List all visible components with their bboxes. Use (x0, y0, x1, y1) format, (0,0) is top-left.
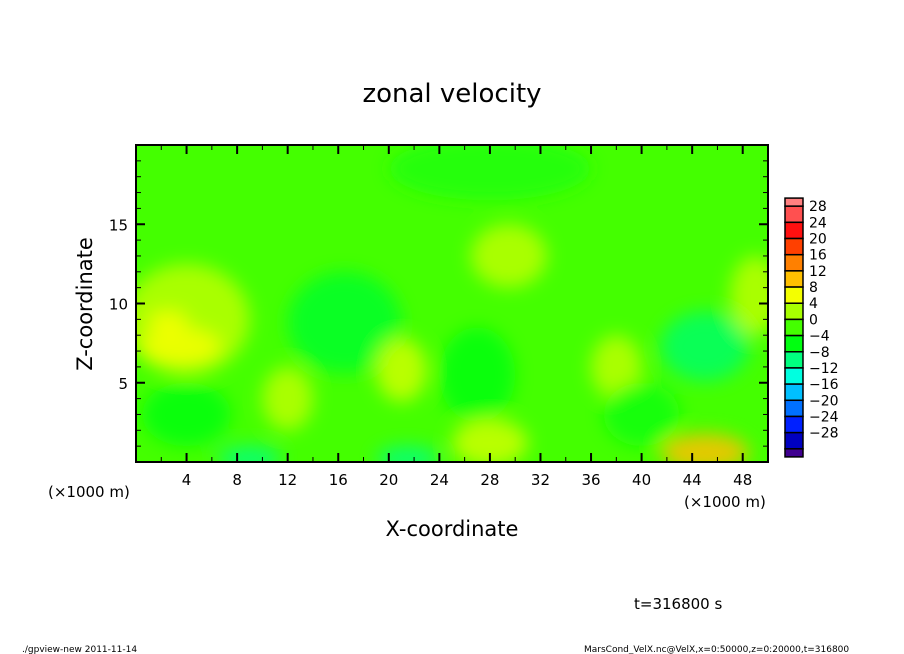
colorbar-label: 16 (809, 248, 827, 264)
colorbar-band (784, 431, 804, 450)
field-feature (388, 145, 592, 201)
colorbar-band (784, 302, 804, 321)
field-feature (603, 382, 680, 447)
time-label: t=316800 s (634, 595, 722, 613)
x-tick-label: 32 (531, 471, 550, 489)
colorbar-band (784, 351, 804, 369)
x-tick-label: 12 (278, 471, 297, 489)
colorbar-label: −16 (809, 377, 839, 393)
colorbar-label: −4 (809, 329, 830, 345)
colorbar-label: 28 (809, 199, 827, 215)
field-feature (730, 255, 768, 336)
colorbar-band (784, 270, 804, 288)
colorbar-label: 24 (809, 215, 827, 231)
colorbar-band (784, 448, 804, 458)
colorbar-band (784, 237, 804, 256)
field-feature (452, 419, 528, 462)
chart-title: zonal velocity (362, 79, 541, 109)
x-tick-label: 28 (480, 471, 499, 489)
colorbar-band (784, 197, 804, 207)
colorbar-band (784, 221, 804, 240)
colorbar-band (784, 399, 804, 418)
field-feature (218, 446, 282, 462)
field-feature (660, 311, 750, 382)
y-tick-label: 10 (109, 296, 128, 314)
x-axis-label: X-coordinate (386, 517, 519, 541)
colorbar-label: −28 (809, 426, 839, 442)
colorbar-band (784, 253, 804, 272)
x-tick-label: 16 (329, 471, 348, 489)
x-tick-label: 36 (581, 471, 600, 489)
y-tick-label: 15 (109, 216, 128, 234)
colorbar-label: −8 (809, 345, 830, 361)
colorbar-label: −24 (809, 409, 839, 425)
field-feature (142, 382, 231, 447)
x-tick-label: 40 (632, 471, 651, 489)
x-unit-label-right: (×1000 m) (684, 493, 766, 511)
x-unit-label-left: (×1000 m) (48, 483, 130, 501)
colorbar-label: −20 (809, 393, 839, 409)
colorbar-label: 20 (809, 232, 827, 248)
y-tick-label: 5 (118, 375, 128, 393)
colorbar-label: 0 (809, 312, 818, 328)
colorbar-label: 4 (809, 296, 818, 312)
colorbar-label: −12 (809, 361, 839, 377)
colorbar-band (784, 334, 804, 353)
footer-left: ./gpview-new 2011-11-14 (22, 645, 137, 654)
x-tick-label: 20 (379, 471, 398, 489)
x-tick-label: 8 (232, 471, 242, 489)
footer-right: MarsCond_VelX.nc@VelX,x=0:50000,z=0:2000… (584, 645, 849, 654)
field-feature (660, 433, 750, 462)
field-feature (470, 224, 547, 288)
field-feature (439, 327, 516, 423)
field-feature (139, 327, 221, 366)
colorbar-label: 12 (809, 264, 827, 280)
colorbar-band (784, 383, 804, 402)
colorbar-band (784, 318, 804, 337)
colorbar-band (784, 367, 804, 385)
x-tick-label: 24 (430, 471, 449, 489)
field-feature (147, 309, 188, 336)
colorbar-band (784, 286, 804, 304)
field-feature (262, 366, 313, 431)
colorbar-band (784, 205, 804, 224)
x-tick-label: 44 (683, 471, 702, 489)
x-tick-label: 48 (733, 471, 752, 489)
field-feature (591, 335, 642, 399)
field-feature (376, 338, 427, 402)
colorbar-label: 8 (809, 280, 818, 296)
plot-field (136, 145, 768, 462)
x-tick-label: 4 (182, 471, 192, 489)
y-axis-label: Z-coordinate (73, 237, 97, 371)
field-feature (287, 271, 402, 374)
field-feature (376, 446, 440, 462)
colorbar-band (784, 415, 804, 434)
